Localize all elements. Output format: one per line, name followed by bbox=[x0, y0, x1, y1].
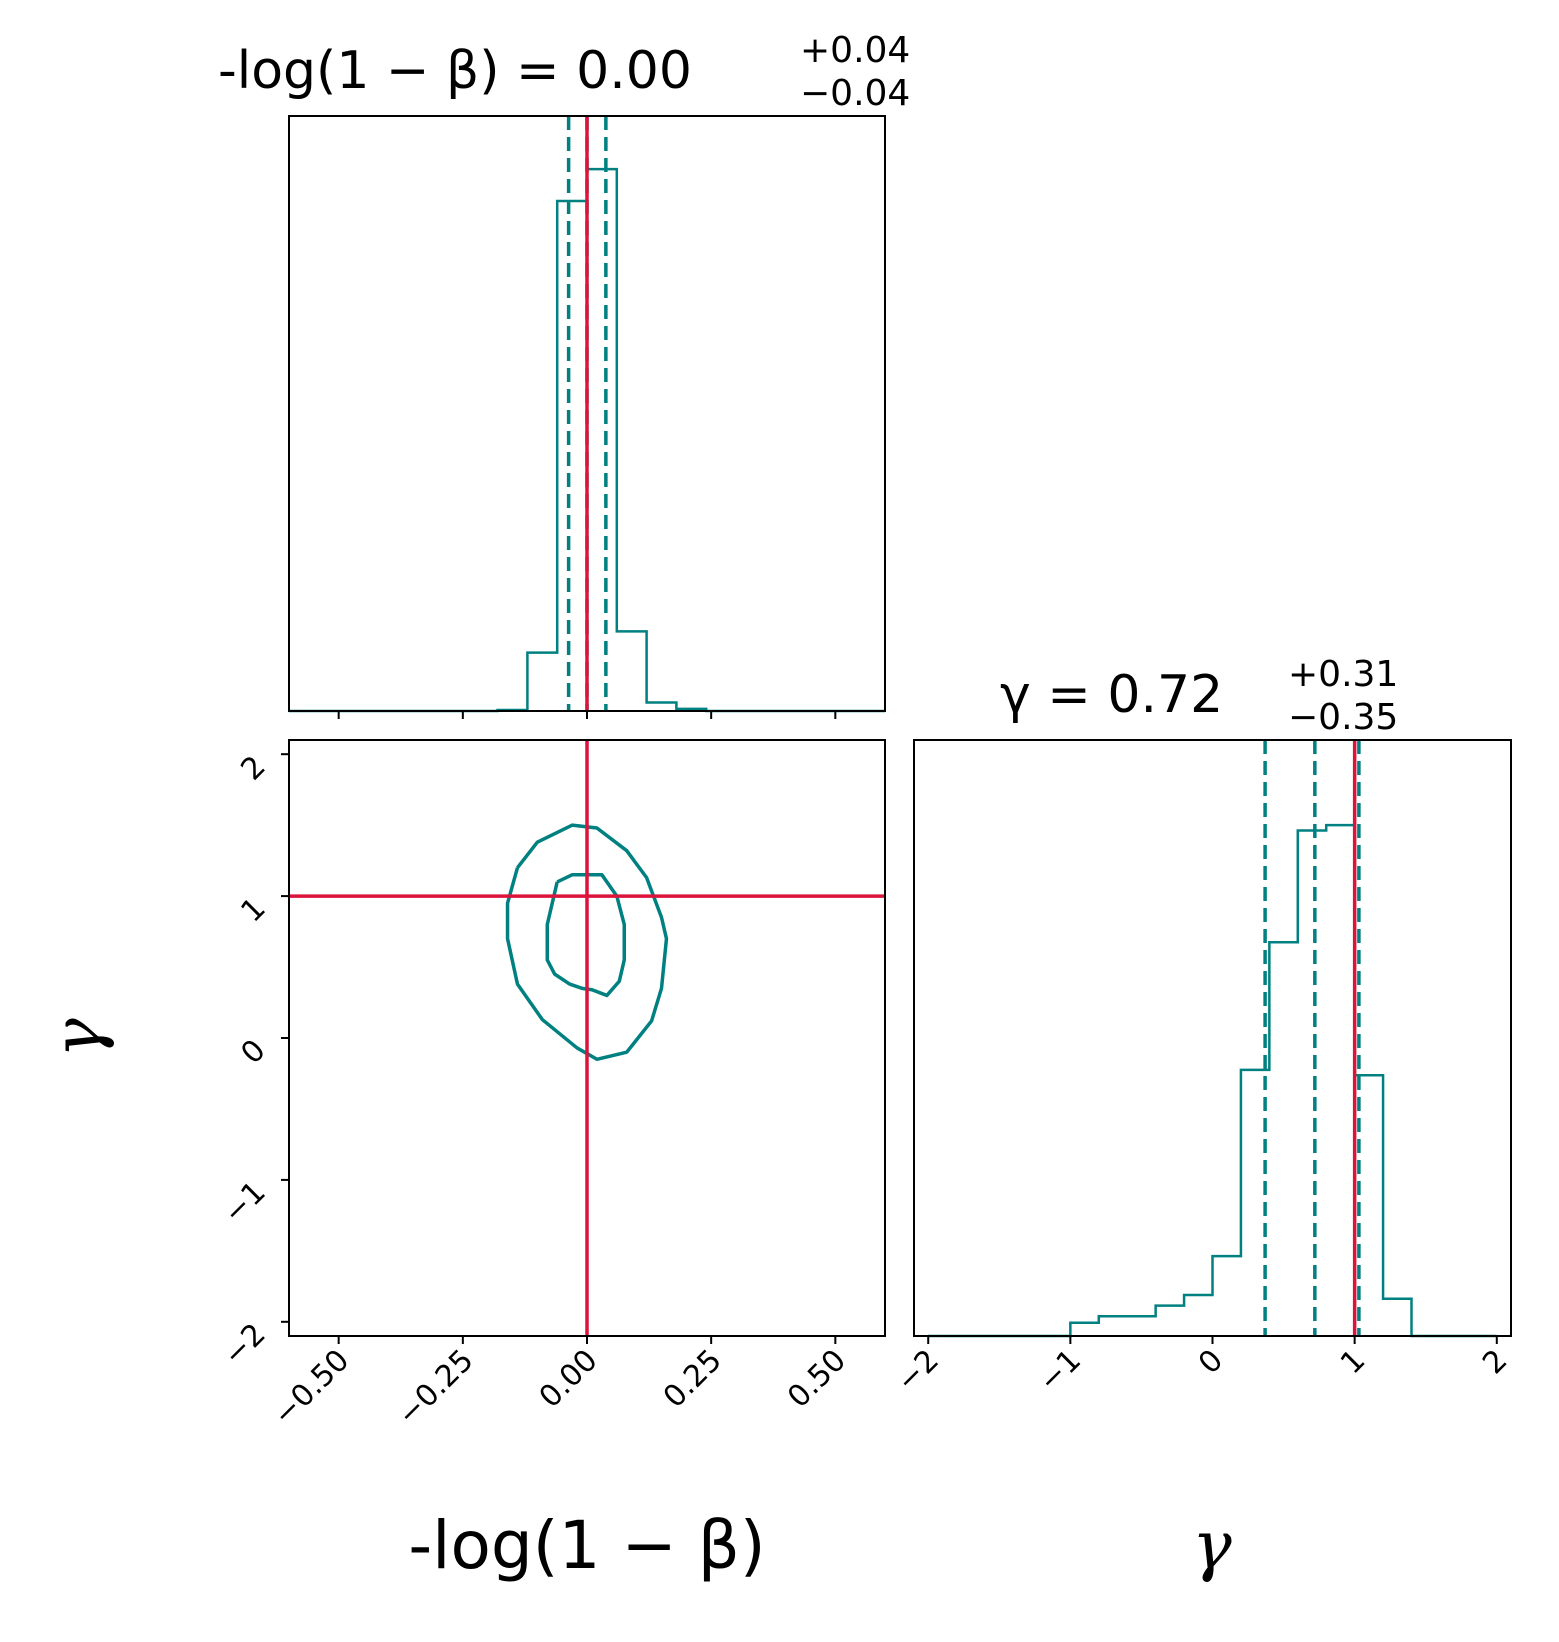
beta-marginal-ticks bbox=[337, 711, 837, 719]
gamma-hist-marks bbox=[928, 740, 1497, 1338]
x-tick-label-beta-1: −0.25 bbox=[391, 1343, 481, 1433]
title-beta-label: -log(1 − β) = 0.00 bbox=[218, 41, 692, 101]
x-axis-label-gamma-text: γ bbox=[1192, 1507, 1232, 1584]
y-tick-label-gamma-3: 1 bbox=[234, 891, 272, 929]
gamma-marginal-panel: −2 −1 0 1 2 bbox=[890, 739, 1514, 1399]
beta-hist-marks bbox=[289, 116, 885, 713]
title-gamma-plus: +0.31 bbox=[1288, 654, 1398, 695]
title-gamma: γ = 0.72 +0.31 −0.35 bbox=[1000, 654, 1398, 738]
y-axis-label-gamma: γ bbox=[39, 1018, 116, 1058]
y-tick-label-gamma-4: 2 bbox=[234, 749, 272, 787]
x-tick-label-beta-4: 0.50 bbox=[781, 1343, 853, 1415]
ticks-2d: −0.50 −0.25 0.00 0.25 0.50 −2 −1 0 1 2 bbox=[217, 749, 853, 1433]
beta-gamma-2d-panel: −0.50 −0.25 0.00 0.25 0.50 −2 −1 0 1 2 bbox=[217, 739, 886, 1433]
contour-level-1 bbox=[505, 823, 669, 1062]
y-tick-label-gamma-1: −1 bbox=[217, 1175, 273, 1231]
x-tick-label-gamma-4: 2 bbox=[1476, 1343, 1514, 1381]
y-tick-label-gamma-0: −2 bbox=[217, 1317, 273, 1373]
x-axis-label-gamma: γ bbox=[1192, 1507, 1232, 1584]
x-axis-label-beta: -log(1 − β) bbox=[408, 1507, 765, 1584]
y-axis-label-gamma-text: γ bbox=[39, 1018, 116, 1058]
x-tick-label-beta-2: 0.00 bbox=[533, 1343, 605, 1415]
beta-marginal-panel bbox=[288, 115, 886, 719]
title-beta-plus: +0.04 bbox=[800, 30, 910, 71]
x-tick-label-beta-0: −0.50 bbox=[267, 1343, 357, 1433]
x-tick-label-gamma-1: −1 bbox=[1032, 1343, 1088, 1399]
contour-marks bbox=[289, 740, 885, 1336]
contour-level-0 bbox=[545, 873, 626, 998]
gamma-histogram-step bbox=[928, 823, 1497, 1338]
x-axis-label-beta-text: -log(1 − β) bbox=[408, 1507, 765, 1584]
ticks-gamma: −2 −1 0 1 2 bbox=[890, 1336, 1514, 1399]
gamma-marginal-frame bbox=[913, 739, 1512, 1337]
x-tick-label-gamma-3: 1 bbox=[1334, 1343, 1372, 1381]
title-beta: -log(1 − β) = 0.00 +0.04 −0.04 bbox=[218, 30, 910, 114]
x-tick-label-gamma-0: −2 bbox=[890, 1343, 946, 1399]
title-gamma-label: γ = 0.72 bbox=[1000, 665, 1223, 725]
title-beta-minus: −0.04 bbox=[800, 73, 910, 114]
y-tick-label-gamma-2: 0 bbox=[234, 1033, 272, 1071]
x-tick-label-gamma-2: 0 bbox=[1192, 1343, 1230, 1381]
title-gamma-minus: −0.35 bbox=[1288, 697, 1398, 738]
x-tick-label-beta-3: 0.25 bbox=[657, 1343, 729, 1415]
